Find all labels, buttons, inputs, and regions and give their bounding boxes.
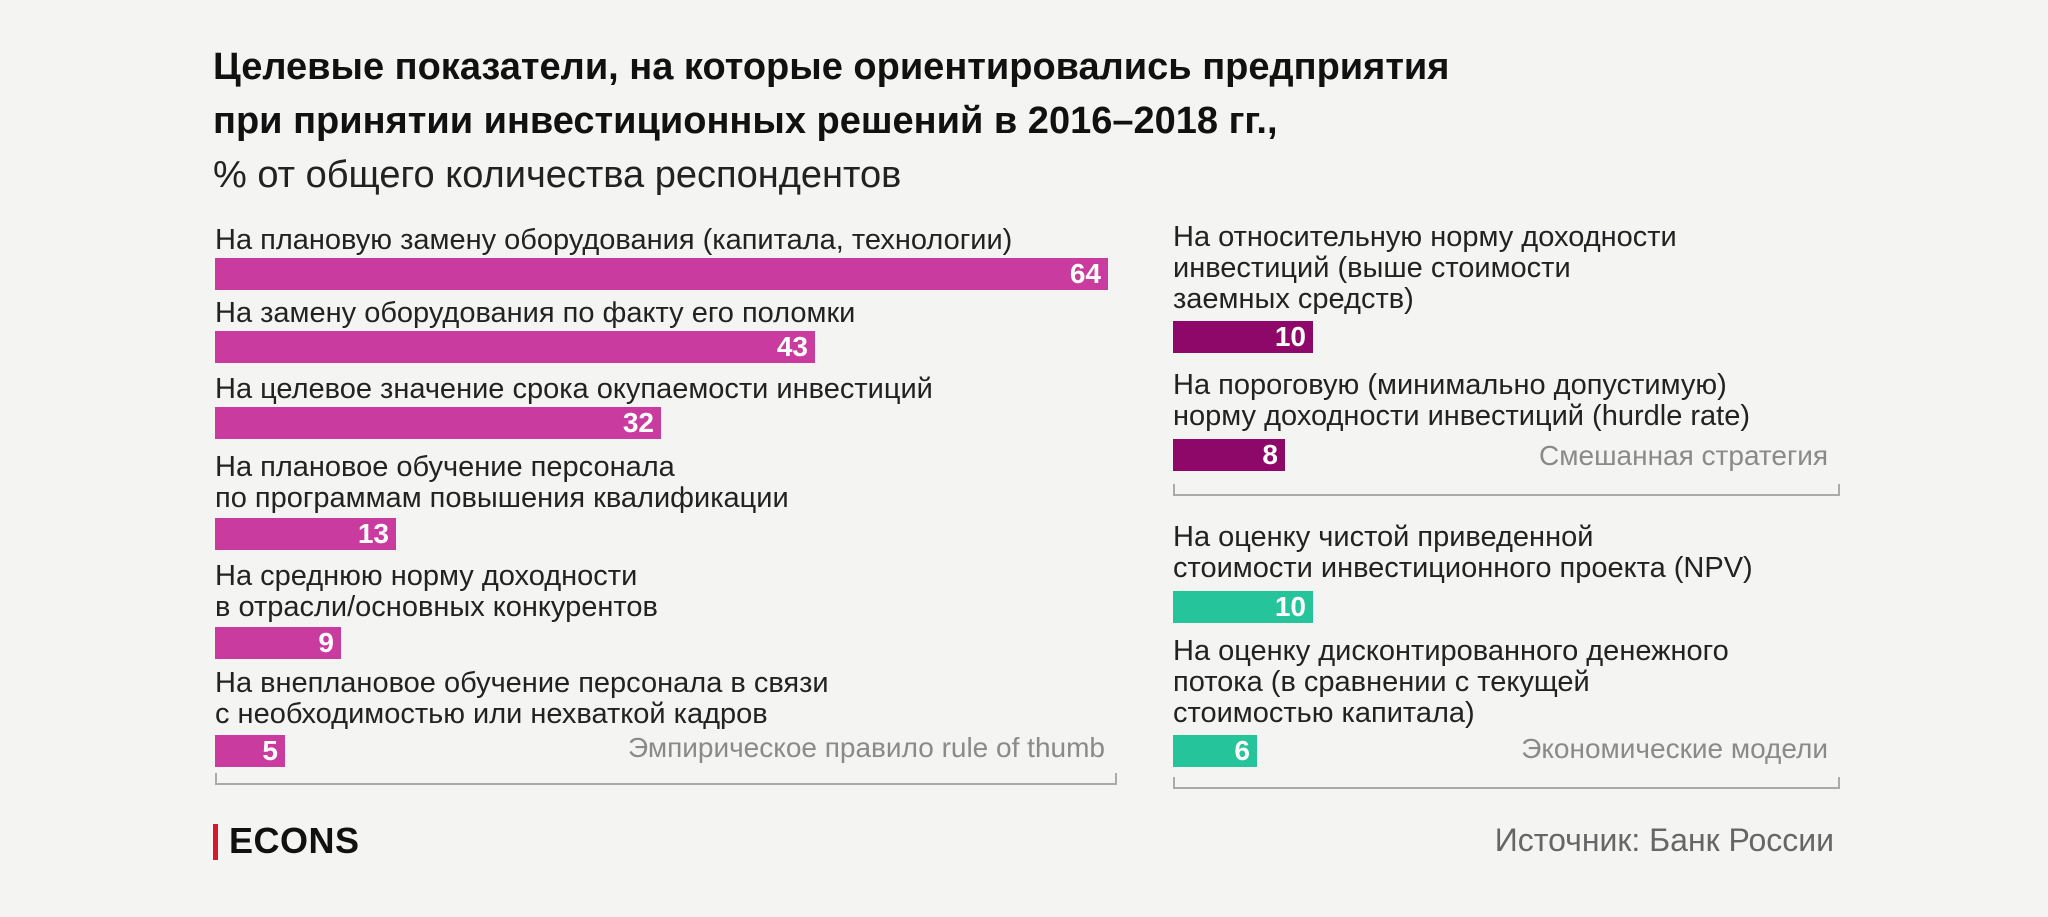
category-label: На внеплановое обучение персонала в связ… bbox=[215, 668, 829, 730]
group-bracket bbox=[1173, 777, 1840, 789]
chart-title-line-1: Целевые показатели, на которые ориентиро… bbox=[213, 46, 1450, 88]
chart-subtitle: % от общего количества респондентов bbox=[213, 154, 902, 196]
category-label-line: На среднюю норму доходности bbox=[215, 560, 638, 592]
category-label: На плановое обучение персонала по програм… bbox=[215, 452, 789, 514]
category-label-line: На относительную норму доходности bbox=[1173, 221, 1677, 253]
category-label: На относительную норму доходности инвести… bbox=[1173, 222, 1677, 315]
bar-value-label: 10 bbox=[1274, 321, 1306, 352]
bar-value-label: 9 bbox=[318, 627, 334, 658]
category-label: На оценку чистой приведенной стоимости ин… bbox=[1173, 522, 1753, 584]
group-label: Эмпирическое правило rule of thumb bbox=[628, 732, 1105, 763]
bar-value-label: 10 bbox=[1274, 591, 1306, 622]
category-label-line: в отрасли/основных конкурентов bbox=[215, 591, 658, 623]
category-label: На среднюю норму доходности в отрасли/осн… bbox=[215, 561, 658, 623]
bar: 64 bbox=[215, 258, 1108, 290]
bar: 10 bbox=[1173, 321, 1313, 353]
category-label-line: На внеплановое обучение персонала в связ… bbox=[215, 667, 829, 699]
category-label-line: инвестиций (выше стоимости bbox=[1173, 252, 1571, 284]
category-label-line: На оценку чистой приведенной bbox=[1173, 521, 1594, 553]
category-label: На целевое значение срока окупаемости ин… bbox=[215, 374, 933, 405]
bar-value-label: 8 bbox=[1262, 439, 1278, 470]
bar-value-label: 13 bbox=[357, 518, 389, 549]
brand-logo: ECONS bbox=[229, 820, 360, 861]
category-label-line: На пороговую (минимально допустимую) bbox=[1173, 369, 1727, 401]
group-label: Смешанная стратегия bbox=[1539, 440, 1828, 471]
source-note: Источник: Банк России bbox=[1494, 822, 1834, 858]
category-label-line: по программам повышения квалификации bbox=[215, 482, 789, 514]
category-label-line: заемных средств) bbox=[1173, 283, 1414, 315]
bar-value-label: 5 bbox=[262, 735, 278, 766]
category-label-line: На плановое обучение персонала bbox=[215, 451, 675, 483]
category-label: На замену оборудования по факту его поло… bbox=[215, 298, 855, 329]
category-label-line: На оценку дисконтированного денежного bbox=[1173, 635, 1729, 667]
bar: 8 bbox=[1173, 439, 1285, 471]
category-label: На пороговую (минимально допустимую) норм… bbox=[1173, 370, 1750, 432]
group-bracket bbox=[1173, 484, 1840, 496]
chart-title-line-2: при принятии инвестиционных решений в 20… bbox=[213, 100, 1278, 142]
bar-value-label: 32 bbox=[622, 407, 654, 438]
category-label-line: норму доходности инвестиций (hurdle rate… bbox=[1173, 400, 1751, 432]
category-label-line: На замену оборудования по факту его поло… bbox=[215, 297, 856, 329]
bar: 6 bbox=[1173, 735, 1257, 767]
category-label-line: стоимостью капитала) bbox=[1173, 697, 1475, 729]
bar: 5 bbox=[215, 735, 285, 767]
bar: 10 bbox=[1173, 591, 1313, 623]
bar: 9 bbox=[215, 627, 341, 659]
category-label-line: стоимости инвестиционного проекта (NPV) bbox=[1173, 552, 1753, 584]
category-label-line: На целевое значение срока окупаемости ин… bbox=[215, 373, 933, 405]
group-bracket bbox=[215, 773, 1117, 785]
bar: 43 bbox=[215, 331, 815, 363]
chart-title: Целевые показатели, на которые ориентиро… bbox=[213, 40, 1449, 148]
bar-value-label: 64 bbox=[1069, 258, 1101, 289]
category-label-line: с необходимостью или нехваткой кадров bbox=[215, 698, 768, 730]
category-label-line: На плановую замену оборудования (капитал… bbox=[215, 224, 1013, 256]
bar-value-label: 43 bbox=[776, 331, 808, 362]
category-label-line: потока (в сравнении с текущей bbox=[1173, 666, 1590, 698]
bar: 13 bbox=[215, 518, 396, 550]
bar: 32 bbox=[215, 407, 661, 439]
group-label: Экономические модели bbox=[1521, 733, 1828, 764]
category-label: На плановую замену оборудования (капитал… bbox=[215, 225, 1012, 256]
category-label: На оценку дисконтированного денежного пот… bbox=[1173, 636, 1729, 729]
brand-mark bbox=[213, 824, 218, 860]
bar-value-label: 6 bbox=[1234, 735, 1250, 766]
